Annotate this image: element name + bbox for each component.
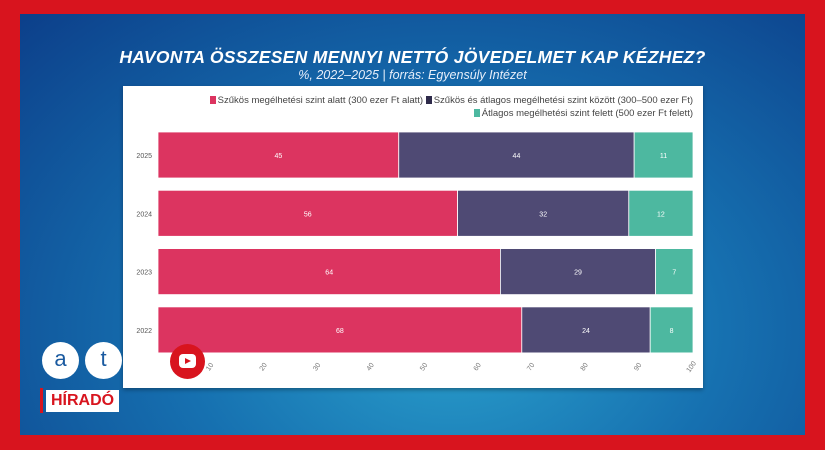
x-tick-label: 80	[580, 362, 590, 372]
data-label: 11	[660, 153, 667, 160]
x-tick-label: 30	[312, 362, 322, 372]
legend-swatch	[209, 96, 216, 104]
x-tick-label: 10	[205, 362, 215, 372]
youtube-icon[interactable]	[170, 344, 205, 379]
bar-segment	[157, 306, 523, 354]
show-accent-bar	[40, 388, 43, 413]
bar-segment	[157, 189, 459, 237]
bar-segment	[457, 189, 630, 237]
x-tick-label: 100	[686, 360, 698, 374]
data-label: 8	[670, 328, 674, 335]
bar-segment	[649, 306, 694, 354]
x-tick-label: 50	[419, 362, 429, 372]
logo-t: t	[85, 342, 122, 379]
chart-title: HAVONTA ÖSSZESEN MENNYI NETTÓ JÖVEDELMET…	[119, 47, 706, 67]
chart-subtitle: %, 2022–2025 | forrás: Egyensúly Intézet	[298, 68, 527, 82]
data-label: 32	[539, 211, 547, 218]
data-label: 68	[336, 328, 344, 335]
data-label: 45	[274, 153, 282, 160]
legend-swatch	[425, 96, 432, 104]
legend-label: Szűkös megélhetési szint alatt (300 ezer…	[217, 95, 424, 106]
bar-segment	[157, 131, 400, 179]
legend-item-below: Szűkös megélhetési szint alatt (300 ezer…	[209, 95, 424, 106]
bar-segment	[157, 248, 501, 296]
category-label: 2022	[136, 328, 152, 335]
show-name: HÍRADÓ	[46, 390, 120, 412]
data-label: 24	[582, 328, 590, 335]
data-label: 44	[513, 153, 521, 160]
category-label: 2023	[136, 270, 152, 277]
data-label: 7	[672, 270, 676, 277]
legend-label: Átlagos megélhetési szint felett (500 ez…	[481, 108, 693, 119]
data-label: 29	[574, 270, 582, 277]
legend-item-above: Átlagos megélhetési szint felett (500 ez…	[473, 108, 693, 119]
bar-segment	[521, 306, 651, 354]
stacked-bar-chart: 2025 45 44 11 2024 56 32 12 2023 64 29 7 2022 68 24 8 10…	[136, 131, 698, 374]
legend-row-1: Szűkös megélhetési szint alatt (300 ezer…	[209, 95, 693, 106]
legend-swatch	[473, 109, 480, 117]
bar-segment	[655, 248, 694, 296]
category-label: 2024	[136, 211, 152, 218]
x-tick-label: 40	[366, 362, 376, 372]
bar-segment	[633, 131, 694, 179]
bar-segment	[628, 189, 694, 237]
x-tick-label: 70	[526, 362, 536, 372]
x-tick-label: 60	[473, 362, 483, 372]
category-label: 2025	[136, 153, 152, 160]
logo-a: a	[42, 342, 79, 379]
data-label: 56	[304, 211, 312, 218]
legend-label: Szűkös és átlagos megélhetési szint közö…	[433, 95, 693, 106]
x-tick-label: 90	[633, 362, 643, 372]
chart-panel: Szűkös megélhetési szint alatt (300 ezer…	[123, 86, 703, 388]
bar-segment	[398, 131, 635, 179]
data-label: 12	[657, 211, 665, 218]
legend-item-between: Szűkös és átlagos megélhetési szint közö…	[425, 95, 693, 106]
x-tick-label: 20	[259, 362, 269, 372]
data-label: 64	[325, 270, 333, 277]
